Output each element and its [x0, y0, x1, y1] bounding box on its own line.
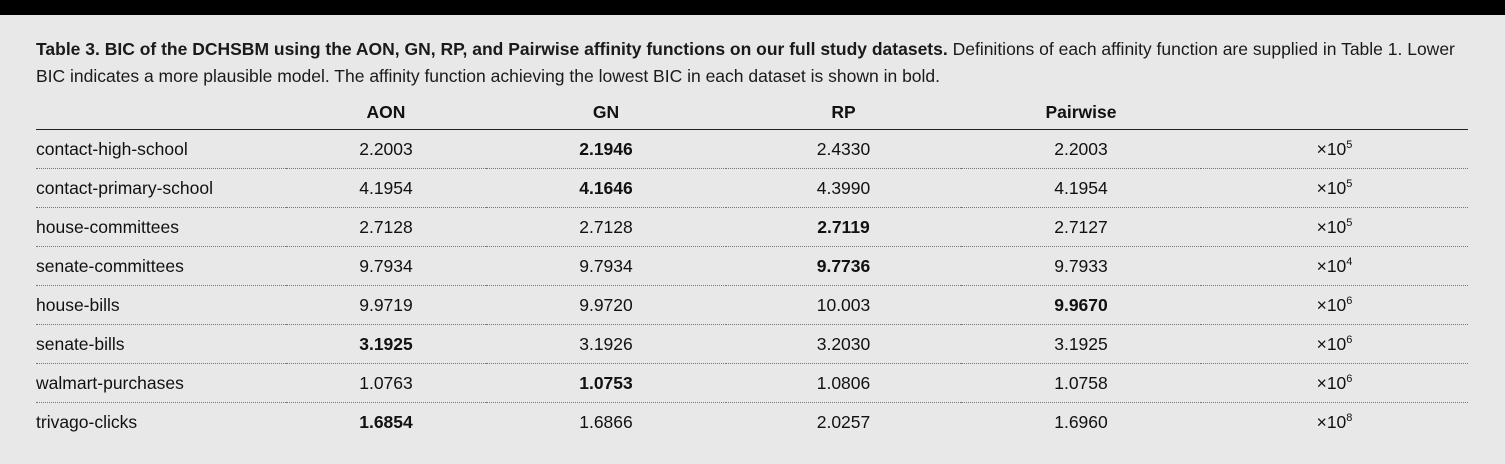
scale-base: ×10	[1316, 138, 1347, 159]
dataset-name: senate-committees	[36, 246, 286, 286]
header-scale	[1201, 96, 1468, 130]
scale-factor: ×106	[1201, 285, 1468, 325]
scale-factor: ×105	[1201, 129, 1468, 169]
pairwise-value: 1.0758	[961, 363, 1201, 403]
aon-value: 4.1954	[286, 168, 486, 208]
scale-factor: ×105	[1201, 168, 1468, 208]
header-gn: GN	[486, 96, 726, 130]
rp-value: 1.0806	[726, 363, 961, 403]
table-row: trivago-clicks 1.6854 1.6866 2.0257 1.6960 ×1…	[36, 403, 1468, 442]
caption-text: Definitions of each affinity function ar…	[36, 39, 1455, 86]
scale-base: ×10	[1316, 372, 1347, 393]
header-dataset	[36, 96, 286, 130]
gn-value: 9.9720	[486, 285, 726, 325]
gn-value: 1.0753	[486, 363, 726, 403]
table-row: contact-high-school 2.2003 2.1946 2.4330 2.2…	[36, 129, 1468, 169]
bic-table: AON GN RP Pairwise contact-high-school 2.…	[36, 96, 1468, 441]
pairwise-value: 2.7127	[961, 207, 1201, 247]
scale-base: ×10	[1316, 255, 1347, 276]
scale-exponent: 6	[1346, 333, 1353, 346]
table-row: senate-bills 3.1925 3.1926 3.2030 3.1925 ×106	[36, 324, 1468, 364]
dataset-name: trivago-clicks	[36, 411, 138, 432]
dataset-name: house-bills	[36, 285, 286, 325]
gn-value: 4.1646	[486, 168, 726, 208]
table-row: senate-committees 9.7934 9.7934 9.7736 9.793…	[36, 246, 1468, 286]
pairwise-value: 3.1925	[961, 324, 1201, 364]
pairwise-value: 1.6960	[1054, 411, 1108, 432]
aon-value: 9.7934	[286, 246, 486, 286]
rp-value: 2.7119	[726, 207, 961, 247]
caption-title: Table 3. BIC of the DCHSBM using the AON…	[36, 39, 948, 59]
scale-exponent: 5	[1346, 138, 1353, 151]
gn-value: 1.6866	[579, 411, 633, 432]
dataset-name: house-committees	[36, 207, 286, 247]
scale-base: ×10	[1316, 294, 1347, 315]
dataset-name: contact-high-school	[36, 129, 286, 169]
table-row: walmart-purchases 1.0763 1.0753 1.0806 1.075…	[36, 363, 1468, 403]
scale-base: ×10	[1316, 177, 1347, 198]
rp-value: 2.0257	[816, 411, 871, 432]
pairwise-value: 9.7933	[961, 246, 1201, 286]
pairwise-value: 9.9670	[961, 285, 1201, 325]
scale-exponent: 4	[1346, 255, 1353, 268]
scale-factor: ×108	[1201, 403, 1468, 442]
aon-value: 9.9719	[286, 285, 486, 325]
rp-value: 10.003	[726, 285, 961, 325]
dataset-name: senate-bills	[36, 324, 286, 364]
scale-base: ×10	[1316, 333, 1347, 354]
table-row: contact-primary-school 4.1954 4.1646 4.3990…	[36, 168, 1468, 208]
aon-value: 1.6854	[359, 411, 413, 432]
dataset-name: walmart-purchases	[36, 363, 286, 403]
table-row: house-bills 9.9719 9.9720 10.003 9.9670 ×106	[36, 285, 1468, 325]
scale-factor: ×106	[1201, 363, 1468, 403]
scale-factor: ×104	[1201, 246, 1468, 286]
top-rule	[0, 0, 1505, 15]
header-pairwise: Pairwise	[961, 96, 1201, 130]
scale-exponent: 5	[1346, 177, 1353, 190]
pairwise-value: 2.2003	[961, 129, 1201, 169]
scale-exponent: 6	[1346, 372, 1353, 385]
aon-value: 3.1925	[286, 324, 486, 364]
rp-value: 2.4330	[726, 129, 961, 169]
gn-value: 2.7128	[486, 207, 726, 247]
aon-value: 1.0763	[286, 363, 486, 403]
scale-exponent: 8	[1346, 411, 1353, 424]
table-caption: Table 3. BIC of the DCHSBM using the AON…	[36, 36, 1476, 90]
rp-value: 9.7736	[726, 246, 961, 286]
scale-base: ×10	[1316, 411, 1347, 432]
aon-value: 2.7128	[286, 207, 486, 247]
dataset-name: contact-primary-school	[36, 168, 286, 208]
scale-exponent: 5	[1346, 216, 1353, 229]
gn-value: 3.1926	[486, 324, 726, 364]
aon-value: 2.2003	[286, 129, 486, 169]
scale-exponent: 6	[1346, 294, 1353, 307]
rp-value: 4.3990	[726, 168, 961, 208]
scale-factor: ×106	[1201, 324, 1468, 364]
gn-value: 9.7934	[486, 246, 726, 286]
header-aon: AON	[286, 96, 486, 130]
header-row: AON GN RP Pairwise	[36, 96, 1468, 130]
table-row: house-committees 2.7128 2.7128 2.7119 2.7127…	[36, 207, 1468, 247]
rp-value: 3.2030	[726, 324, 961, 364]
pairwise-value: 4.1954	[961, 168, 1201, 208]
gn-value: 2.1946	[486, 129, 726, 169]
scale-base: ×10	[1316, 216, 1347, 237]
scale-factor: ×105	[1201, 207, 1468, 247]
header-rp: RP	[726, 96, 961, 130]
